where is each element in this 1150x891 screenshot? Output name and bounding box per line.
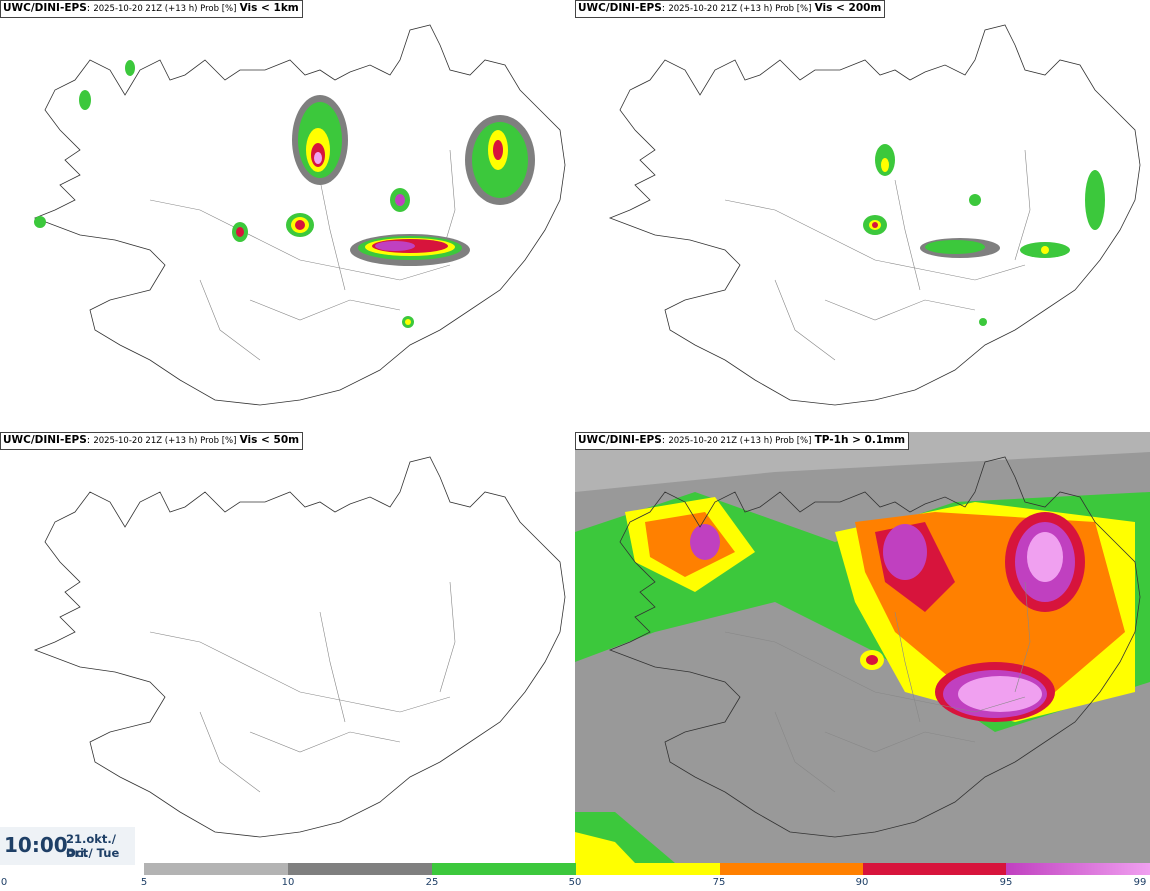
colorbar-tick: 50 [568, 877, 582, 888]
map-panel-vis-50m: UWC/DINI-EPS: 2025-10-20 21Z (+13 h) Pro… [0, 432, 575, 863]
iceland-map [34, 24, 566, 406]
colorbar-seg-10-25 [288, 863, 432, 875]
colorbar-tick: 25 [425, 877, 439, 888]
map-panel-vis-200m: UWC/DINI-EPS: 2025-10-20 21Z (+13 h) Pro… [575, 0, 1150, 431]
colorbar-tick: 99 [1133, 877, 1147, 888]
panel-title: UWC/DINI-EPS: 2025-10-20 21Z (+13 h) Pro… [575, 0, 886, 18]
panel-title: UWC/DINI-EPS: 2025-10-20 21Z (+13 h) Pro… [575, 432, 910, 450]
colorbar-seg-50-75 [576, 863, 720, 875]
colorbar-seg-75-90 [720, 863, 863, 875]
colorbar-tick: 95 [999, 877, 1013, 888]
colorbar-seg-90-95 [863, 863, 1006, 875]
colorbar-tick: 0 [0, 877, 8, 888]
colorbar-tick: 75 [712, 877, 726, 888]
colorbar-tick: 10 [281, 877, 295, 888]
probability-field [863, 144, 1105, 326]
colorbar-seg-25-50 [432, 863, 576, 875]
iceland-map [34, 456, 566, 838]
valid-time-box: 10:00 21.okt./ Oct Þri./ Tue [0, 827, 135, 865]
panel-title: UWC/DINI-EPS: 2025-10-20 21Z (+13 h) Pro… [0, 432, 304, 450]
colorbar: 0 5 10 25 50 75 90 95 99 [0, 863, 1150, 891]
iceland-map [609, 24, 1141, 406]
map-panel-precip: UWC/DINI-EPS: 2025-10-20 21Z (+13 h) Pro… [575, 432, 1150, 863]
iceland-map [575, 432, 1150, 863]
colorbar-seg-5-10 [144, 863, 288, 875]
colorbar-seg-95-99 [1006, 863, 1150, 875]
probability-field [34, 60, 535, 328]
colorbar-tick: 90 [855, 877, 869, 888]
map-panel-vis-1km: UWC/DINI-EPS: 2025-10-20 21Z (+13 h) Pro… [0, 0, 575, 431]
valid-date: 21.okt./ Oct [66, 832, 116, 860]
panel-title: UWC/DINI-EPS: 2025-10-20 21Z (+13 h) Pro… [0, 0, 303, 18]
valid-weekday: Þri./ Tue [66, 846, 120, 860]
colorbar-tick: 5 [140, 877, 148, 888]
valid-time: 10:00 [4, 833, 68, 857]
